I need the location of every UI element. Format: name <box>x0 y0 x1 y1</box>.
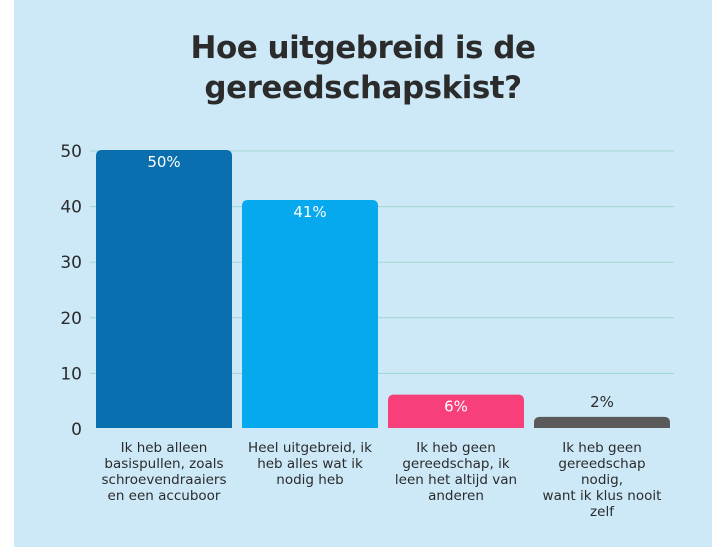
x-category-label: Ik heb geen gereedschap, ik leen het altij… <box>381 440 531 504</box>
bar <box>242 200 378 428</box>
y-tick-label: 20 <box>60 309 82 329</box>
x-category-label-line: heb alles wat ik <box>257 456 363 472</box>
x-category-label-line: Ik heb alleen <box>120 440 208 456</box>
y-tick-label: 10 <box>60 364 82 384</box>
data-label: 41% <box>293 203 326 221</box>
x-category-label-line: want ik klus nooit <box>542 488 662 504</box>
x-category-label-line: nodig heb <box>276 472 344 488</box>
data-label: 2% <box>590 393 614 411</box>
y-tick-label: 40 <box>60 198 82 218</box>
x-category-label: Ik heb alleen basispullen, zoals schroeven… <box>89 440 239 504</box>
x-category-label: Heel uitgebreid, ik heb alles wat ik nodig… <box>235 440 385 488</box>
y-tick-label: 50 <box>60 142 82 162</box>
bar <box>388 394 524 428</box>
x-category-label-line: leen het altijd van <box>394 472 518 488</box>
chart-title: Hoe uitgebreid is de gereedschapskist? <box>0 28 726 108</box>
data-label: 6% <box>444 398 468 416</box>
x-category-label-line: gereedschap <box>558 456 646 472</box>
x-category-label-line: nodig, <box>581 472 623 488</box>
x-category-label-line: basispullen, zoals <box>104 456 224 472</box>
chart-title-line: Hoe uitgebreid is de <box>190 30 537 66</box>
x-category-label-line: Heel uitgebreid, ik <box>248 440 372 456</box>
y-tick-label: 0 <box>71 420 82 440</box>
x-category-label-line: zelf <box>590 504 614 520</box>
x-category-label-line: schroevendraaiers <box>101 472 227 488</box>
x-category-label-line: Ik heb geen <box>416 440 496 456</box>
data-label: 50% <box>147 153 180 171</box>
x-category-label-line: Ik heb geen <box>562 440 642 456</box>
x-category-label-line: gereedschap, ik <box>402 456 510 472</box>
bar <box>96 150 232 428</box>
x-category-label-line: en een accuboor <box>107 488 221 504</box>
x-category-label: Ik heb geen gereedschap nodig, want ik klus… <box>527 440 677 520</box>
chart-title-line: gereedschapskist? <box>204 70 522 106</box>
x-category-label-line: anderen <box>428 488 484 504</box>
y-tick-label: 30 <box>60 253 82 273</box>
bar <box>534 416 670 428</box>
